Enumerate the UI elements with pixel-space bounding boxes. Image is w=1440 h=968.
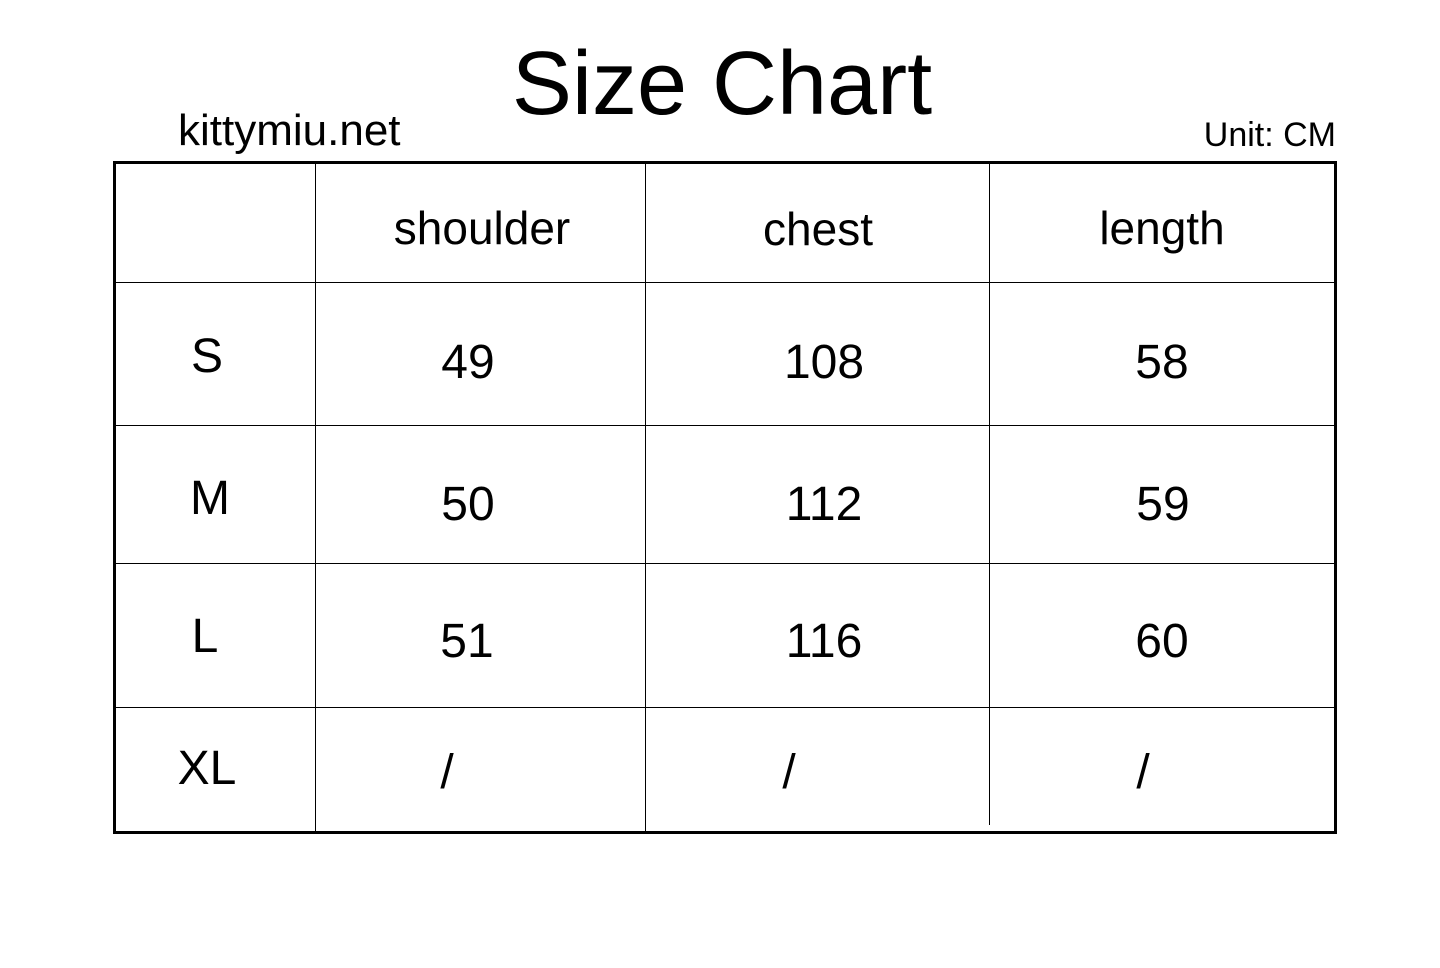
size-label: S [190, 330, 224, 383]
table-cell: 51 [440, 615, 494, 668]
row-divider [116, 563, 1334, 564]
row-divider [116, 282, 1334, 283]
table-cell: 50 [441, 478, 495, 531]
column-divider [315, 164, 316, 831]
table-cell: 58 [1135, 336, 1189, 389]
table-cell: / [440, 746, 454, 799]
table-cell: / [1136, 746, 1150, 799]
table-cell: 59 [1136, 478, 1190, 531]
page-title: Size Chart [511, 34, 933, 134]
table-cell: 116 [785, 615, 863, 668]
column-divider [645, 164, 646, 831]
column-header-chest: chest [763, 203, 873, 255]
table-cell: / [782, 746, 796, 799]
column-divider [989, 164, 990, 825]
table-cell: 112 [785, 478, 863, 531]
unit-label: Unit: CM [1203, 116, 1336, 154]
table-cell: 108 [783, 336, 865, 389]
website-label: kittymiu.net [178, 106, 401, 155]
size-table [113, 161, 1337, 834]
column-header-length: length [1099, 202, 1225, 254]
column-header-shoulder: shoulder [393, 202, 571, 254]
table-cell: 60 [1135, 615, 1189, 668]
row-divider [116, 707, 1334, 708]
size-label: L [191, 610, 219, 663]
table-cell: 49 [441, 336, 495, 389]
size-label: XL [177, 742, 237, 795]
size-label: M [190, 472, 230, 525]
row-divider [116, 425, 1334, 426]
